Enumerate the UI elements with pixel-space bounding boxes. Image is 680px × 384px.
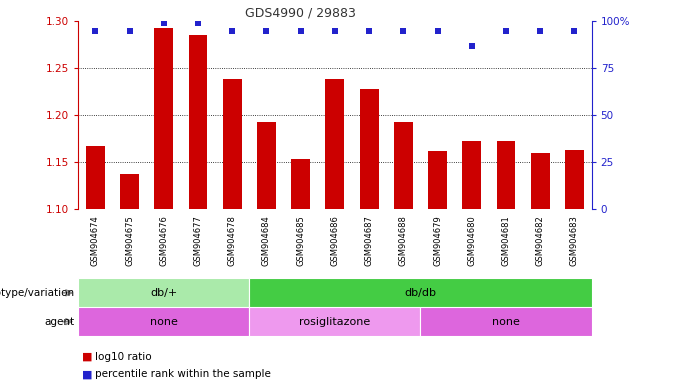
Bar xyxy=(326,79,344,209)
Bar xyxy=(154,28,173,209)
Text: ■: ■ xyxy=(82,369,92,379)
Text: GSM904676: GSM904676 xyxy=(159,215,168,266)
Text: GSM904684: GSM904684 xyxy=(262,215,271,266)
Text: db/+: db/+ xyxy=(150,288,177,298)
Bar xyxy=(120,174,139,209)
Text: db/db: db/db xyxy=(405,288,437,298)
Bar xyxy=(428,151,447,209)
Text: GSM904688: GSM904688 xyxy=(399,215,408,266)
Text: GSM904677: GSM904677 xyxy=(194,215,203,266)
Bar xyxy=(86,146,105,209)
Text: agent: agent xyxy=(45,316,75,327)
Text: GSM904678: GSM904678 xyxy=(228,215,237,266)
Bar xyxy=(250,307,420,336)
Text: log10 ratio: log10 ratio xyxy=(95,352,152,362)
Text: none: none xyxy=(492,316,520,327)
Bar xyxy=(394,122,413,209)
Text: GSM904685: GSM904685 xyxy=(296,215,305,266)
Text: GSM904674: GSM904674 xyxy=(91,215,100,266)
Bar xyxy=(360,89,379,209)
Bar xyxy=(531,153,549,209)
Text: genotype/variation: genotype/variation xyxy=(0,288,75,298)
Bar xyxy=(291,159,310,209)
Bar xyxy=(223,79,241,209)
Bar xyxy=(257,122,276,209)
Bar xyxy=(78,307,250,336)
Text: GSM904675: GSM904675 xyxy=(125,215,134,266)
Text: rosiglitazone: rosiglitazone xyxy=(299,316,371,327)
Bar xyxy=(496,141,515,209)
Text: GSM904681: GSM904681 xyxy=(502,215,511,266)
Text: GSM904683: GSM904683 xyxy=(570,215,579,266)
Bar xyxy=(250,278,592,307)
Text: GDS4990 / 29883: GDS4990 / 29883 xyxy=(245,6,356,19)
Text: none: none xyxy=(150,316,177,327)
Text: GSM904679: GSM904679 xyxy=(433,215,442,266)
Bar xyxy=(565,150,584,209)
Text: GSM904682: GSM904682 xyxy=(536,215,545,266)
Bar xyxy=(462,141,481,209)
Text: percentile rank within the sample: percentile rank within the sample xyxy=(95,369,271,379)
Text: GSM904686: GSM904686 xyxy=(330,215,339,266)
Text: GSM904687: GSM904687 xyxy=(364,215,373,266)
Bar xyxy=(78,278,250,307)
Text: GSM904680: GSM904680 xyxy=(467,215,476,266)
Bar xyxy=(188,35,207,209)
Bar xyxy=(420,307,592,336)
Text: ■: ■ xyxy=(82,352,92,362)
